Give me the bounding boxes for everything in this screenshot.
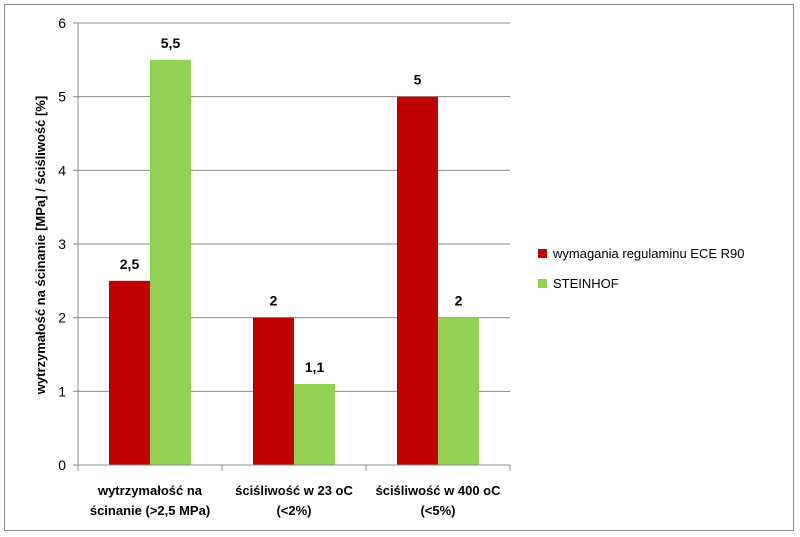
bar xyxy=(109,280,150,465)
y-tick-label: 5 xyxy=(58,89,66,105)
data-label: 2 xyxy=(270,293,278,309)
legend-swatch xyxy=(538,249,547,258)
legend-label: wymagania regulaminu ECE R90 xyxy=(552,246,744,261)
x-tick-label: (<5%) xyxy=(420,503,455,518)
axes xyxy=(73,22,511,471)
y-tick-label: 3 xyxy=(58,236,66,252)
x-tick-label: (<2%) xyxy=(276,503,311,518)
data-label: 2 xyxy=(455,293,463,309)
labels: 0 1 2 3 4 5 6 2,5 5,5 wytrzymałość na ścinanie (>2… xyxy=(58,15,501,518)
bars xyxy=(109,59,479,466)
data-label: 1,1 xyxy=(305,359,325,375)
y-tick-label: 0 xyxy=(58,457,66,473)
data-label: 5 xyxy=(414,72,422,88)
legend-label: STEINHOF xyxy=(553,276,619,291)
legend-swatch xyxy=(538,279,547,288)
x-tick-label: wytrzymałość na xyxy=(97,483,203,498)
y-tick-label: 2 xyxy=(58,310,66,326)
y-tick-label: 6 xyxy=(58,15,66,31)
bar xyxy=(294,383,335,465)
bar xyxy=(150,59,191,465)
data-label: 2,5 xyxy=(120,256,140,272)
bar xyxy=(397,96,438,466)
y-tick-label: 1 xyxy=(58,383,66,399)
y-axis-title: wytrzymałość na ścinanie [MPa] / ściśliw… xyxy=(33,96,48,395)
bar xyxy=(253,317,294,465)
x-tick-label: ścinanie (>2,5 MPa) xyxy=(90,503,210,518)
x-tick-label: ściśliwość w 23 oC xyxy=(235,483,353,498)
data-label: 5,5 xyxy=(161,35,181,51)
bar xyxy=(438,317,479,465)
legend: wymagania regulaminu ECE R90 STEINHOF xyxy=(538,246,744,291)
y-tick-label: 4 xyxy=(58,162,66,178)
x-tick-label: ściśliwość w 400 oC xyxy=(375,483,501,498)
